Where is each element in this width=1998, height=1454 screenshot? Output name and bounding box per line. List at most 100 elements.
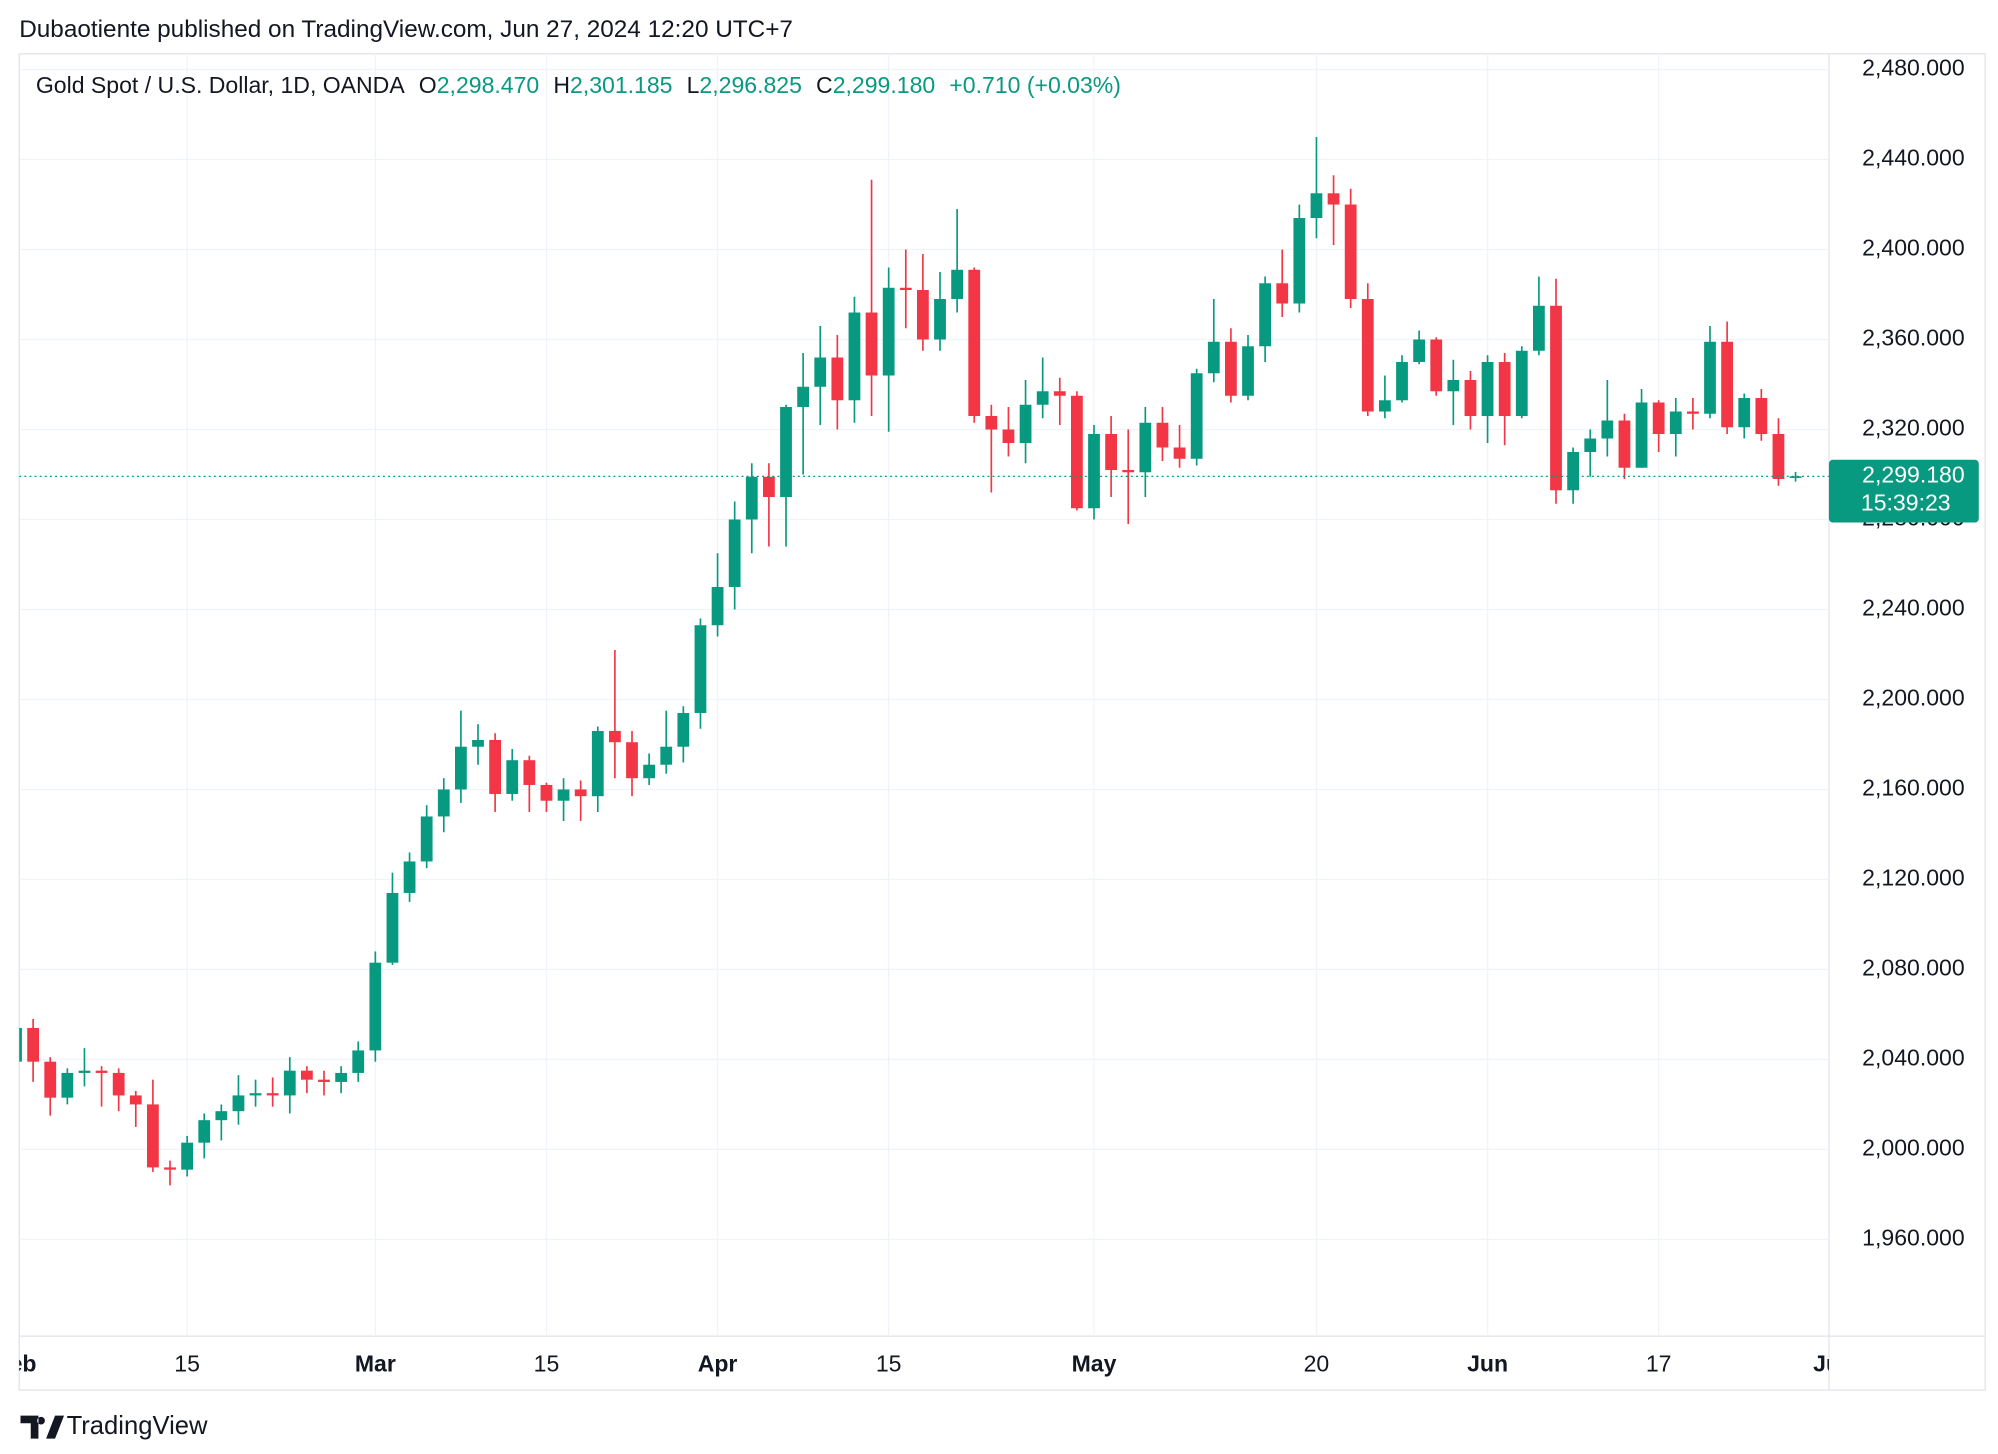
- candle-body: [215, 1111, 228, 1121]
- candle-body: [882, 287, 895, 376]
- candle-body: [1276, 283, 1289, 304]
- candle-body: [557, 789, 570, 801]
- y-tick-label: 2,320.000: [1862, 415, 1965, 441]
- candle-body: [1207, 341, 1220, 374]
- footer-logo: TradingView: [20, 1412, 208, 1440]
- x-tick-label: May: [1072, 1351, 1117, 1377]
- y-tick-label: 2,000.000: [1862, 1135, 1965, 1161]
- candle-body: [1567, 452, 1580, 491]
- candle-body: [318, 1079, 330, 1082]
- y-tick-label: 2,480.000: [1862, 55, 1965, 81]
- candle-body: [1635, 402, 1648, 468]
- candle-body: [164, 1167, 176, 1170]
- candle-body: [1379, 400, 1391, 412]
- candle-body: [609, 730, 621, 743]
- legend-value: 2,296.825: [699, 72, 802, 98]
- candle-body: [1533, 305, 1545, 351]
- legend-key: C: [816, 72, 833, 98]
- candle-body: [1481, 362, 1494, 417]
- candle-body: [1447, 380, 1460, 392]
- candle-body: [61, 1072, 74, 1098]
- x-tick-label: 15: [174, 1351, 200, 1377]
- candle-body: [403, 861, 416, 893]
- y-tick-label: 2,120.000: [1862, 865, 1965, 891]
- candle-body: [899, 287, 912, 291]
- candle-body: [951, 269, 964, 300]
- candle-body: [129, 1095, 142, 1105]
- candle-body: [1242, 346, 1254, 396]
- candle-body: [523, 760, 536, 785]
- candle-body: [1618, 420, 1631, 468]
- candle-body: [1190, 373, 1203, 459]
- candle-body: [540, 784, 553, 801]
- y-tick-label: 2,080.000: [1862, 955, 1965, 981]
- candle-body: [1105, 434, 1118, 471]
- candle-body: [181, 1142, 194, 1170]
- candle-body: [437, 789, 450, 817]
- x-tick-label: Apr: [698, 1351, 738, 1377]
- candle-body: [780, 407, 792, 497]
- x-tick-label: Mar: [355, 1351, 396, 1377]
- candle-body: [147, 1104, 159, 1168]
- candle-body: [1772, 434, 1785, 480]
- candle-body: [352, 1050, 365, 1073]
- candle-body: [1601, 420, 1614, 439]
- legend-value: 2,301.185: [570, 72, 673, 98]
- candle-body: [1738, 398, 1751, 428]
- candle-body: [848, 312, 861, 401]
- legend-value: 2,298.470: [437, 72, 540, 98]
- candle-body: [489, 739, 502, 794]
- x-tick-label: 15: [876, 1351, 902, 1377]
- candle-body: [301, 1070, 313, 1080]
- candle-body: [1755, 398, 1768, 435]
- candle-body: [1225, 341, 1237, 396]
- candle-body: [660, 746, 673, 765]
- candle-body: [1789, 476, 1802, 478]
- candle-body: [420, 816, 433, 862]
- candle-body: [1327, 193, 1340, 205]
- candle-body: [574, 789, 587, 797]
- candle-body: [711, 586, 724, 626]
- candle-body: [1550, 305, 1562, 491]
- candle-body: [1293, 218, 1306, 304]
- candle-body: [1687, 411, 1699, 414]
- x-tick-label: Feb: [0, 1351, 36, 1377]
- y-tick-label: 1,960.000: [1862, 1224, 1965, 1250]
- legend-change: +0.710 (+0.03%): [949, 72, 1121, 98]
- candle-body: [763, 476, 775, 497]
- candle-body: [728, 519, 741, 587]
- candle-body: [1396, 362, 1408, 401]
- legend-key: L: [687, 72, 700, 98]
- candle-body: [386, 892, 399, 963]
- candle-body: [78, 1070, 91, 1073]
- candle-body: [249, 1093, 262, 1096]
- candle-body: [1310, 193, 1323, 219]
- candle-body: [1584, 438, 1597, 453]
- x-tick-label: 15: [534, 1351, 560, 1377]
- candle-body: [1515, 350, 1528, 417]
- candle-body: [1122, 470, 1135, 473]
- candle-body: [112, 1072, 125, 1096]
- time-axis: Feb 15 Mar 15 Apr 15 May 20 Jun 17 Jul: [0, 1351, 1846, 1377]
- candle-body: [1156, 422, 1169, 448]
- x-tick-label: 17: [1646, 1351, 1672, 1377]
- x-tick-label: Jul: [1813, 1351, 1846, 1377]
- x-tick-label: 20: [1304, 1351, 1330, 1377]
- candle-body: [591, 730, 604, 797]
- candle-body: [985, 416, 998, 430]
- y-tick-label: 2,040.000: [1862, 1045, 1965, 1071]
- price-axis: 1,960.000 2,000.000 2,040.000 2,080.000 2,12…: [1828, 55, 1979, 1251]
- countdown-label: 15:39:23: [1861, 490, 1951, 516]
- y-tick-label: 2,240.000: [1862, 595, 1965, 621]
- footer-brand: TradingView: [67, 1412, 208, 1440]
- candle-body: [814, 357, 827, 387]
- candle-body: [1413, 339, 1426, 363]
- candle-body: [1019, 404, 1032, 444]
- candle-body: [1002, 429, 1015, 444]
- candle-body: [95, 1070, 108, 1073]
- candle-body: [1071, 395, 1083, 509]
- candle-body: [455, 746, 467, 790]
- candle-body: [694, 625, 707, 713]
- candle-body: [626, 742, 638, 779]
- candles: [19, 137, 1829, 1186]
